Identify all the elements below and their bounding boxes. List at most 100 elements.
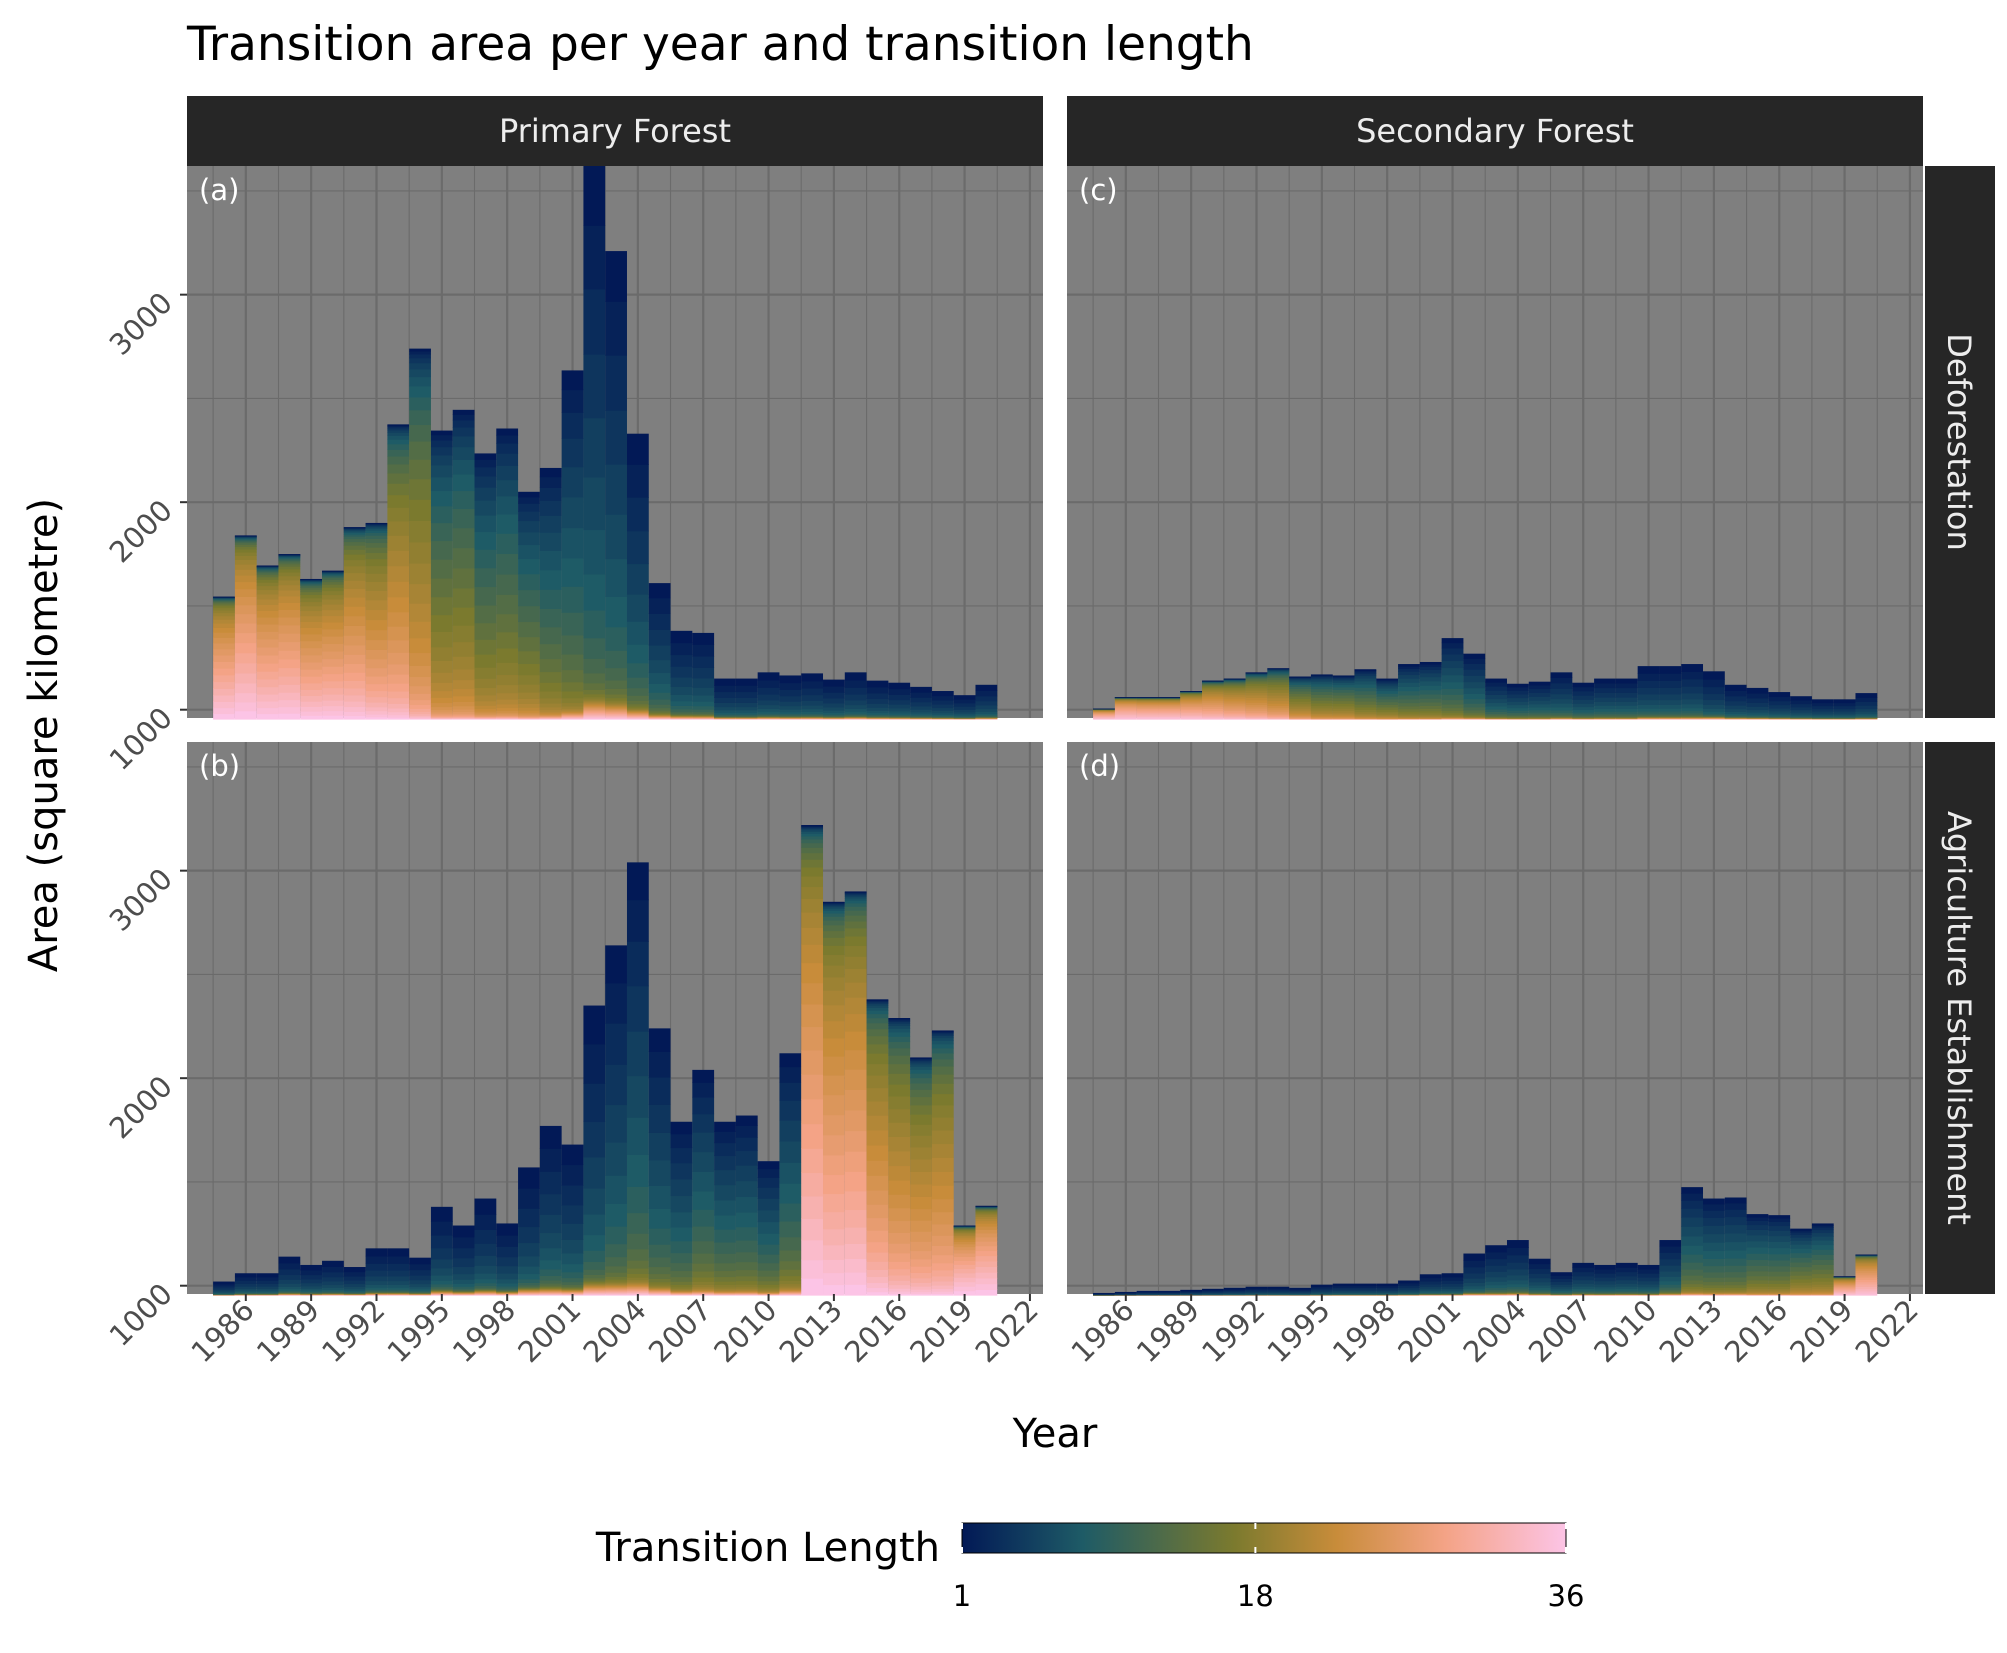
- bar-2000: [539, 1125, 562, 1296]
- bar-segment: [452, 1225, 475, 1238]
- bar-segment: [322, 1280, 344, 1286]
- bar-segment: [1506, 697, 1529, 702]
- bar-segment: [1419, 1277, 1442, 1282]
- bar-segment: [931, 1211, 954, 1225]
- bar-segment: [910, 1196, 932, 1210]
- bar-segment: [365, 702, 388, 708]
- bar-segment: [626, 563, 649, 595]
- bar-1987: [1136, 1290, 1159, 1296]
- bar-segment: [1463, 693, 1486, 700]
- bar-segment: [975, 713, 998, 716]
- bar-segment: [561, 389, 584, 413]
- bar-segment: [278, 713, 301, 720]
- bar-segment: [300, 682, 323, 690]
- bar-segment: [931, 1065, 954, 1075]
- bar-segment: [953, 1277, 976, 1283]
- bar-segment: [256, 686, 279, 695]
- bar-segment: [583, 225, 606, 290]
- bar-segment: [583, 710, 606, 712]
- bar-segment: [583, 1283, 606, 1286]
- bar-segment: [256, 700, 279, 709]
- bar-segment: [605, 1104, 627, 1143]
- bar-segment: [1289, 686, 1311, 690]
- bar-segment: [539, 713, 562, 715]
- bar-segment: [931, 1117, 954, 1131]
- bar-segment: [1223, 717, 1246, 720]
- bar-segment: [844, 1190, 867, 1211]
- bar-segment: [692, 1209, 715, 1227]
- bar-segment: [1637, 666, 1660, 674]
- bar-segment: [518, 703, 540, 708]
- bar-segment: [561, 690, 584, 699]
- bar-segment: [1158, 700, 1181, 703]
- bar-segment: [1267, 1291, 1290, 1294]
- bar-segment: [278, 1288, 301, 1291]
- bar-segment: [823, 912, 845, 917]
- bar-segment: [1376, 712, 1399, 715]
- bar-segment: [779, 701, 802, 707]
- bar-segment: [1506, 1240, 1529, 1248]
- bar-segment: [1398, 1290, 1420, 1293]
- bar-segment: [1811, 705, 1834, 710]
- bar-segment: [365, 1289, 388, 1292]
- bar-segment: [322, 1290, 344, 1293]
- bar-segment: [1354, 671, 1377, 675]
- bar-segment: [409, 715, 431, 718]
- bar-segment: [1550, 1291, 1573, 1294]
- bar-segment: [605, 1288, 627, 1290]
- bar-segment: [300, 1282, 323, 1287]
- bar-segment: [539, 1268, 562, 1277]
- bar-segment: [1267, 707, 1290, 711]
- bar-segment: [1354, 1292, 1377, 1294]
- bar-segment: [1790, 709, 1812, 713]
- bar-segment: [801, 833, 824, 837]
- bar-segment: [1202, 685, 1224, 687]
- bar-segment: [387, 472, 410, 484]
- bar-segment: [1332, 684, 1355, 688]
- bar-segment: [365, 523, 388, 526]
- bar-segment: [823, 902, 845, 904]
- bar-segment: [1615, 711, 1638, 714]
- bar-segment: [823, 702, 845, 708]
- bar-segment: [888, 1165, 911, 1181]
- bar-segment: [278, 575, 301, 581]
- bar-segment: [387, 683, 410, 692]
- bar-segment: [1093, 718, 1115, 720]
- bar-1999: [1398, 1280, 1420, 1296]
- bar-segment: [1746, 702, 1769, 707]
- bar-segment: [757, 708, 780, 712]
- bar-segment: [365, 1284, 388, 1288]
- bar-segment: [213, 601, 235, 604]
- bar-segment: [626, 1279, 649, 1282]
- bar-segment: [1485, 711, 1507, 714]
- bar-segment: [953, 1256, 976, 1261]
- bar-segment: [430, 454, 453, 466]
- bar-segment: [518, 621, 540, 638]
- bar-segment: [1419, 712, 1442, 715]
- bar-segment: [605, 714, 627, 717]
- bar-segment: [452, 419, 475, 428]
- bar-segment: [1681, 686, 1704, 694]
- bar-segment: [605, 1023, 627, 1065]
- bar-segment: [931, 1198, 954, 1213]
- bar-segment: [648, 1283, 671, 1287]
- bar-1995: [430, 430, 453, 720]
- bar-segment: [1310, 700, 1333, 704]
- bar-segment: [626, 1031, 649, 1077]
- bar-segment: [278, 1274, 301, 1280]
- bar-segment: [1746, 712, 1769, 715]
- bar-segment: [213, 688, 235, 696]
- bar-segment: [801, 944, 824, 964]
- bar-segment: [910, 1293, 932, 1296]
- bar-segment: [670, 712, 693, 715]
- bar-segment: [648, 629, 671, 646]
- bar-segment: [735, 709, 758, 713]
- bar-segment: [953, 1228, 976, 1231]
- bar-segment: [823, 990, 845, 1006]
- bar-segment: [714, 1284, 736, 1288]
- bar-segment: [1245, 708, 1268, 712]
- bar-segment: [692, 1069, 715, 1083]
- bar-segment: [866, 1241, 889, 1253]
- bar-segment: [474, 487, 497, 501]
- bar-segment: [256, 593, 279, 600]
